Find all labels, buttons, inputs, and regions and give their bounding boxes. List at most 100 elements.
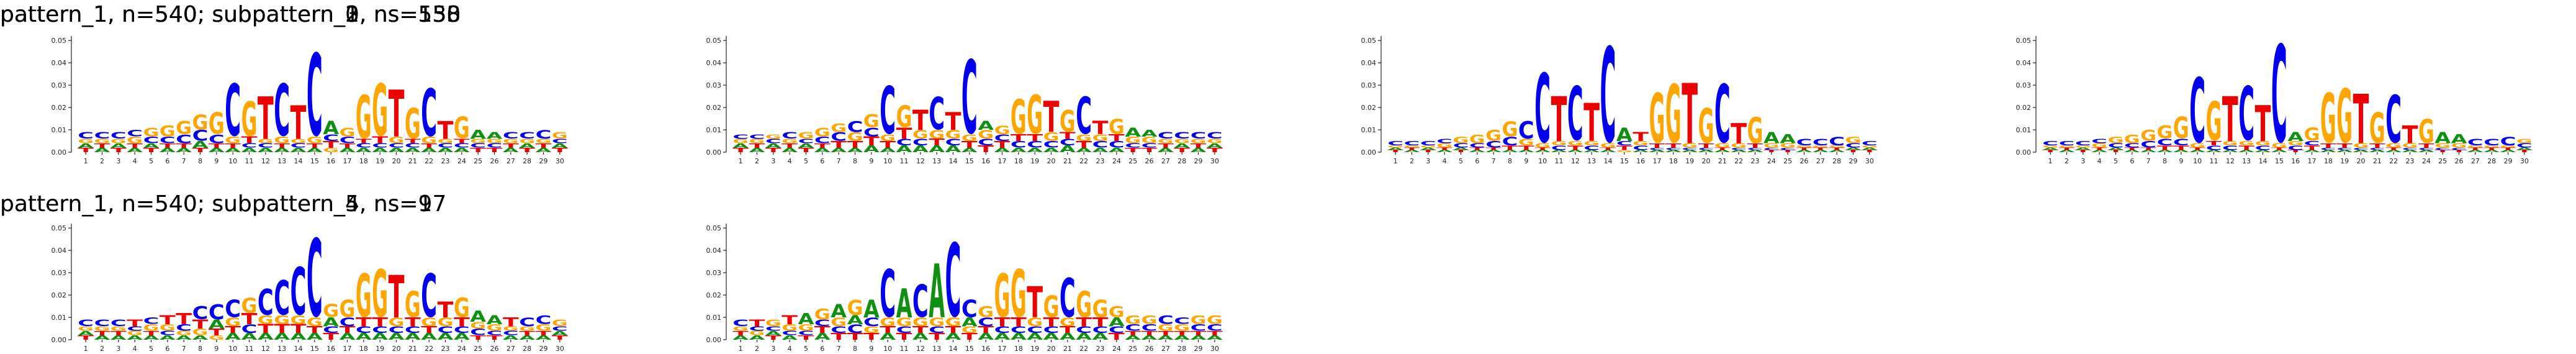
logo-letter-a: A [1633, 149, 1649, 153]
logo-letter-t: T [1862, 150, 1878, 153]
x-tick-label: 10 [1538, 157, 1547, 165]
logo-letter-t: T [1616, 144, 1633, 152]
logo-letter-t: T [192, 317, 209, 332]
logo-letter-t: T [340, 142, 356, 150]
logo-letter-c: C [2075, 140, 2091, 147]
x-tick-label: 30 [556, 345, 564, 353]
logo-letter-c: C [1060, 268, 1076, 329]
logo-letter-t: T [1404, 147, 1421, 151]
y-tick-label: 0.05 [706, 224, 722, 232]
x-tick-label: 27 [507, 345, 515, 353]
logo-letter-c: C [94, 318, 110, 328]
logo-letter-c: C [2140, 140, 2156, 150]
logo-letter-g: G [127, 135, 143, 145]
logo-letter-c: C [765, 325, 781, 332]
logo-letter-g: G [2353, 142, 2369, 149]
panel-title: pattern_1, n=540; subpattern_2, ns=150 [0, 2, 461, 27]
x-tick-label: 21 [1063, 157, 1072, 165]
x-tick-label: 9 [869, 345, 873, 353]
logo-letter-g: G [945, 315, 961, 329]
logo-letter-a: A [1747, 149, 1764, 153]
logo-letter-t: T [1011, 315, 1027, 330]
logo-letter-c: C [2451, 147, 2467, 150]
logo-letter-g: G [160, 122, 176, 140]
x-tick-label: 17 [343, 157, 352, 165]
x-tick-label: 4 [788, 345, 792, 353]
logo-letter-t: T [176, 142, 192, 150]
logo-letter-a: A [929, 144, 945, 155]
x-tick-label: 14 [949, 157, 958, 165]
logo-letter-c: C [1027, 140, 1043, 150]
logo-letter-t: T [2516, 150, 2533, 153]
x-tick-label: 13 [2242, 157, 2251, 165]
x-tick-label: 15 [2275, 157, 2284, 165]
logo-letter-a: A [356, 147, 372, 154]
logo-letter-c: C [1142, 142, 1158, 149]
logo-letter-c: C [896, 137, 912, 147]
logo-letter-c: C [2173, 137, 2189, 147]
logo-letter-a: A [1142, 334, 1158, 342]
logo-letter-g: G [798, 322, 814, 333]
logo-letter-t: T [1092, 315, 1109, 330]
logo-letter-t: T [192, 147, 209, 154]
logo-letter-c: C [1158, 313, 1174, 327]
logo-letter-g: G [274, 314, 290, 327]
logo-letter-g: G [1060, 315, 1076, 329]
logo-letter-g: G [143, 126, 160, 140]
logo-letter-t: T [1731, 118, 1747, 150]
y-tick-label: 0.04 [2016, 59, 2032, 67]
logo-letter-c: C [1043, 140, 1060, 150]
y-tick-label: 0.01 [706, 314, 722, 322]
logo-letter-g: G [1469, 133, 1485, 147]
x-tick-label: 22 [2389, 157, 2398, 165]
logo-letter-g: G [2402, 142, 2418, 149]
logo-letter-a: A [1158, 147, 1174, 154]
logo-letter-a: A [1043, 332, 1060, 342]
logo-letter-a: A [1829, 149, 1845, 153]
logo-letter-c: C [2222, 145, 2238, 152]
logo-letter-a: A [1404, 149, 1421, 153]
logo-letter-g: G [1436, 142, 1452, 149]
logo-letter-g: G [2042, 145, 2058, 148]
logo-letter-g: G [1616, 150, 1633, 153]
logo-letter-g: G [127, 330, 143, 337]
logo-letter-g: G [1780, 142, 1796, 149]
logo-letter-g: G [814, 306, 831, 323]
x-tick-label: 10 [228, 345, 237, 353]
y-tick-label: 0.05 [52, 37, 67, 45]
logo-letter-a: A [143, 334, 160, 342]
logo-letter-g: G [2434, 142, 2451, 149]
logo-letter-a: A [389, 332, 405, 342]
logo-letter-t: T [1174, 147, 1190, 154]
logo-letter-a: A [241, 332, 258, 342]
logo-letter-t: T [994, 139, 1011, 150]
logo-letter-g: G [1142, 135, 1158, 145]
logo-letter-a: A [405, 332, 421, 342]
x-tick-label: 20 [1047, 345, 1056, 353]
logo-letter-c: C [1436, 138, 1452, 145]
x-tick-label: 5 [804, 157, 808, 165]
logo-letter-g: G [2369, 106, 2385, 153]
logo-letter-t: T [1453, 150, 1470, 153]
logo-letter-c: C [536, 128, 552, 142]
logo-letter-a: A [798, 142, 814, 150]
logo-letter-g: G [2320, 79, 2336, 158]
logo-letter-t: T [732, 330, 749, 337]
logo-letter-c: C [209, 132, 225, 146]
logo-letter-c: C [2418, 147, 2434, 150]
logo-letter-g: G [356, 261, 372, 330]
x-tick-label: 25 [1128, 345, 1137, 353]
logo-letter-c: C [1551, 145, 1567, 152]
logo-letter-g: G [1207, 138, 1223, 145]
x-tick-label: 26 [1145, 157, 1154, 165]
logo-letter-a: A [536, 147, 552, 154]
y-tick-label: 0.00 [52, 336, 67, 344]
logo-letter-c: C [1011, 325, 1027, 335]
logo-letter-c: C [912, 276, 929, 327]
logo-letter-a: A [1191, 334, 1207, 342]
logo-letter-c: C [2059, 140, 2075, 147]
logo-letter-t: T [1502, 144, 1518, 152]
x-tick-label: 7 [182, 345, 186, 353]
logo-letter-a: A [765, 330, 781, 337]
x-tick-label: 23 [1751, 157, 1760, 165]
